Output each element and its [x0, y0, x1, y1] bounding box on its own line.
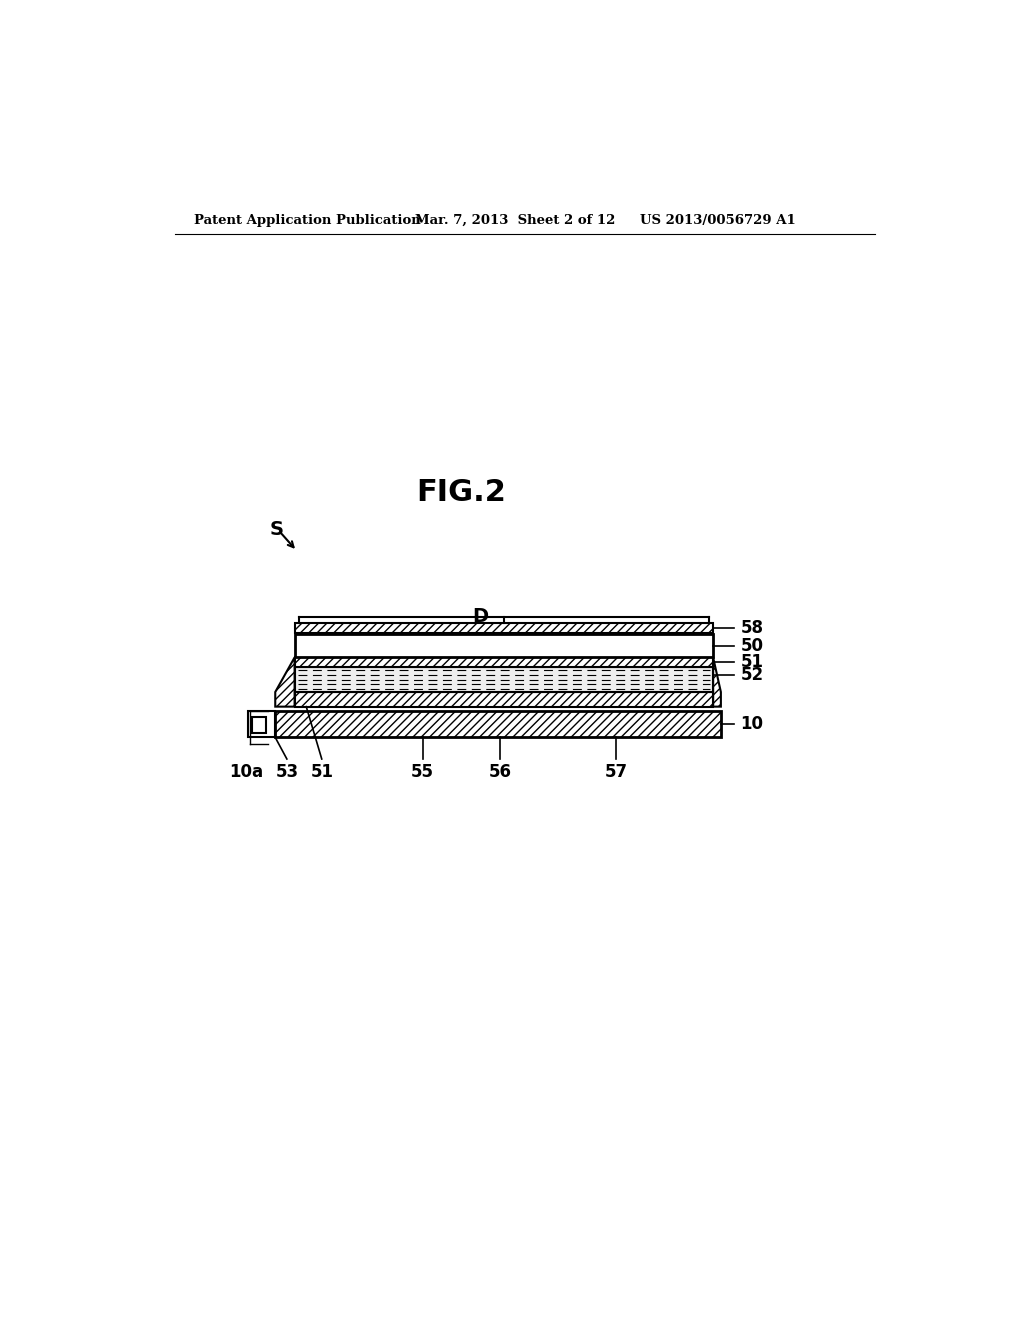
Bar [295, 692, 713, 706]
Text: 51: 51 [740, 653, 763, 671]
Text: 10: 10 [740, 715, 763, 734]
Bar [295, 657, 713, 667]
Bar [295, 623, 713, 632]
Text: 50: 50 [740, 636, 763, 655]
Bar [295, 623, 713, 632]
Bar [252, 718, 266, 733]
Text: Mar. 7, 2013  Sheet 2 of 12: Mar. 7, 2013 Sheet 2 of 12 [415, 214, 615, 227]
Text: 51: 51 [310, 763, 333, 781]
Bar [248, 711, 275, 738]
Bar [295, 657, 713, 667]
Text: 57: 57 [605, 763, 628, 781]
Bar [295, 635, 713, 657]
Bar [275, 711, 721, 738]
Text: D: D [472, 607, 488, 626]
Text: 52: 52 [740, 667, 763, 684]
Text: US 2013/0056729 A1: US 2013/0056729 A1 [640, 214, 796, 227]
Text: 55: 55 [411, 763, 434, 781]
Bar [295, 692, 713, 706]
Text: Patent Application Publication: Patent Application Publication [194, 214, 421, 227]
Bar [295, 667, 713, 692]
Text: 58: 58 [740, 619, 763, 638]
Text: 10a: 10a [228, 763, 263, 781]
Text: S: S [270, 520, 284, 540]
Text: 53: 53 [275, 763, 298, 781]
Text: FIG.2: FIG.2 [417, 478, 506, 507]
Text: 56: 56 [488, 763, 512, 781]
Bar [275, 711, 721, 738]
